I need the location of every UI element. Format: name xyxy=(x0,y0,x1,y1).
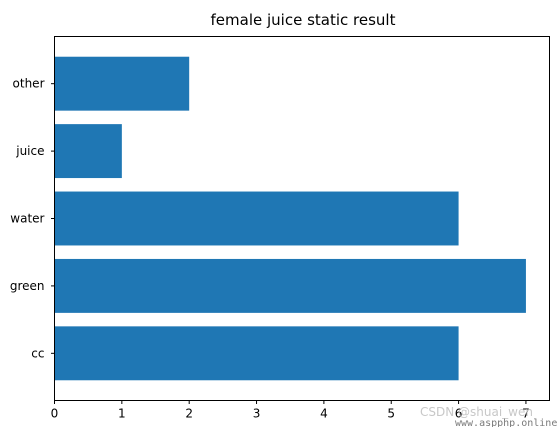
y-tick-label-green: green xyxy=(10,279,45,293)
bar-other xyxy=(54,56,190,111)
bars-group xyxy=(54,56,526,381)
y-tick-label-water: water xyxy=(10,212,44,226)
y-tick-label-other: other xyxy=(13,77,45,91)
x-tick-label-3: 3 xyxy=(253,407,261,421)
y-tick-label-juice: juice xyxy=(15,144,44,158)
bar-green xyxy=(54,258,526,313)
bar-cc xyxy=(54,326,459,381)
x-tick-label-4: 4 xyxy=(320,407,328,421)
x-tick-label-6: 6 xyxy=(455,407,463,421)
x-tick-label-5: 5 xyxy=(387,407,395,421)
x-tick-label-2: 2 xyxy=(185,407,193,421)
y-axis: cc green water juice other xyxy=(10,77,55,360)
bar-water xyxy=(54,191,459,246)
x-axis: 0 1 2 3 4 5 6 7 xyxy=(51,400,530,421)
plot-frame xyxy=(54,36,550,401)
bar-juice xyxy=(54,124,122,179)
watermark-csdn: CSDN @shuai_wen xyxy=(420,405,533,419)
y-tick-label-cc: cc xyxy=(31,346,44,360)
x-tick-label-1: 1 xyxy=(118,407,126,421)
x-tick-label-0: 0 xyxy=(51,407,59,421)
watermark-site: www.aspphp.online xyxy=(455,418,557,427)
x-tick-label-7: 7 xyxy=(522,407,530,421)
chart-title: female juice static result xyxy=(211,11,396,29)
